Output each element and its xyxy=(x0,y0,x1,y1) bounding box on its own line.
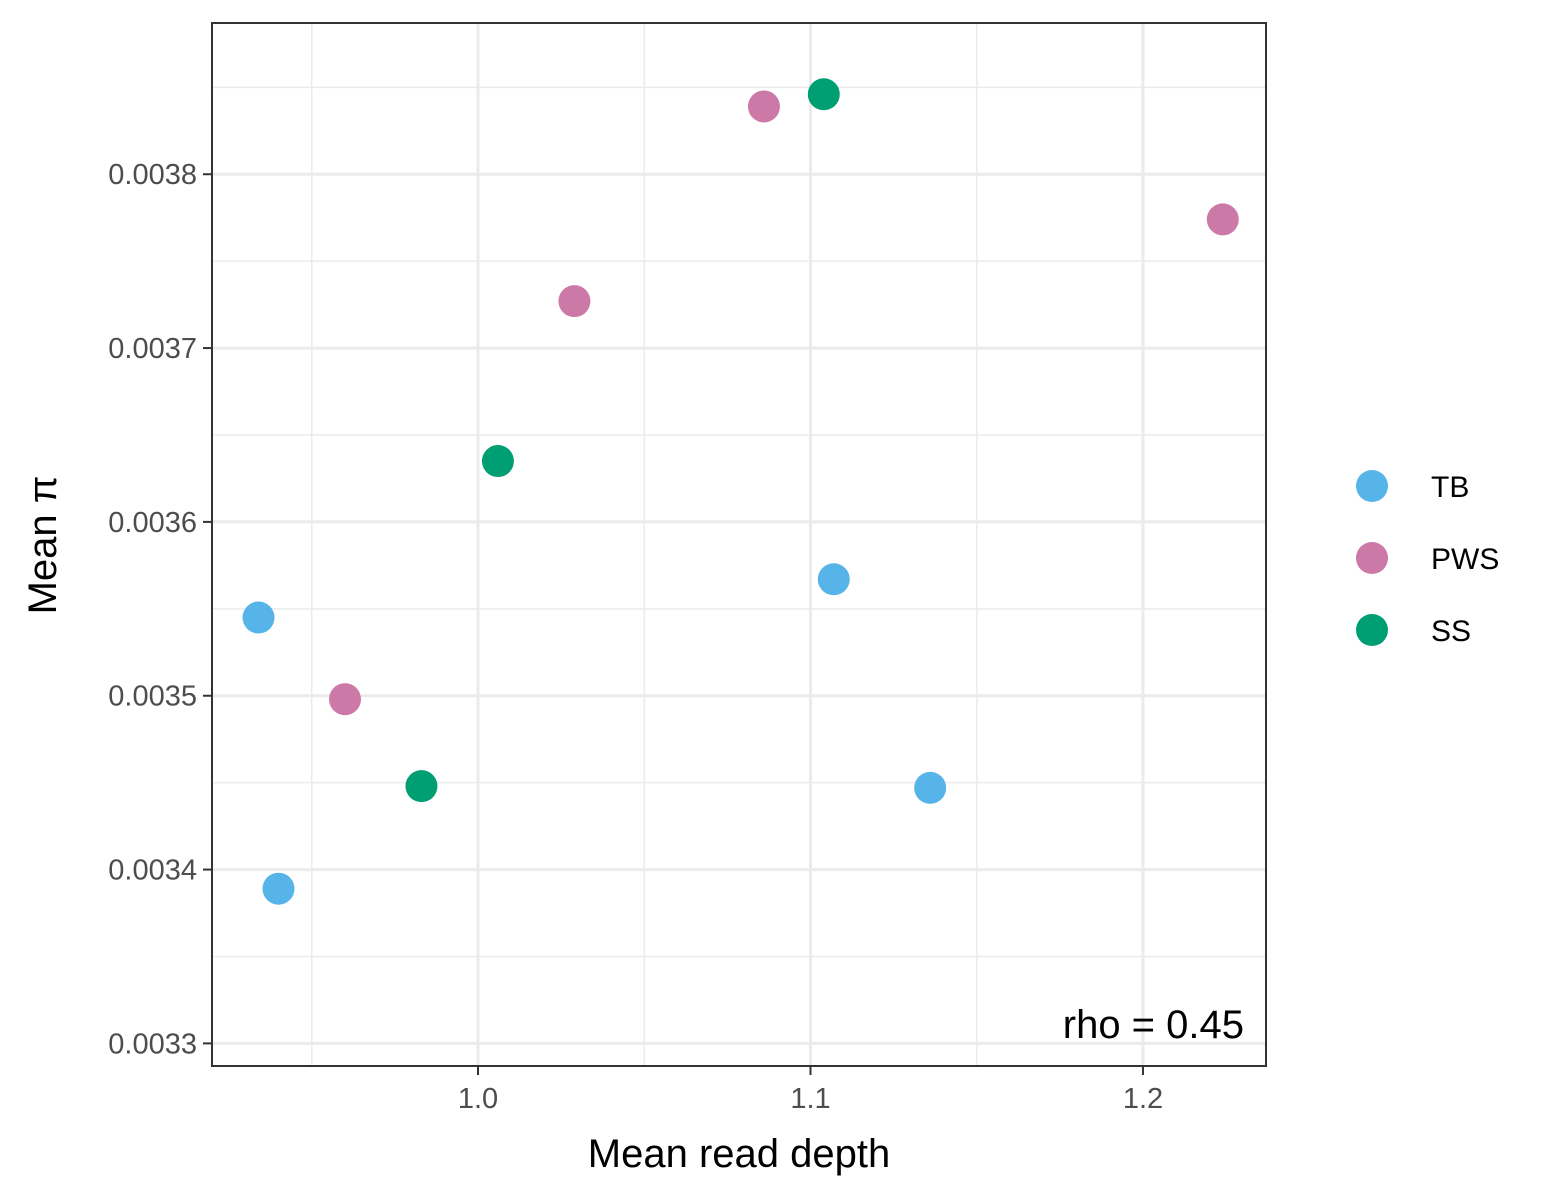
legend-label: TB xyxy=(1431,471,1469,504)
x-tick-label: 1.0 xyxy=(458,1083,498,1115)
point-tb xyxy=(817,563,850,596)
y-tick-label: 0.0036 xyxy=(108,507,197,539)
legend-item-ss: SS xyxy=(1356,614,1471,648)
point-tb xyxy=(262,872,295,905)
data-points xyxy=(242,78,1239,905)
panel-background xyxy=(212,23,1266,1066)
x-axis-title: Mean read depth xyxy=(588,1132,890,1176)
legend-item-tb: TB xyxy=(1356,470,1469,504)
point-ss xyxy=(481,445,514,478)
point-pws xyxy=(328,683,361,716)
x-tick-label: 1.2 xyxy=(1123,1083,1163,1115)
x-tick-label: 1.1 xyxy=(790,1083,830,1115)
major-gridlines xyxy=(212,23,1266,1066)
y-tick-label: 0.0033 xyxy=(108,1028,197,1060)
correlation-annotation: rho = 0.45 xyxy=(1063,1003,1244,1047)
y-axis-title: Mean π xyxy=(21,476,65,615)
point-ss xyxy=(405,770,438,803)
minor-gridlines xyxy=(212,23,1266,1066)
y-tick-label: 0.0038 xyxy=(108,159,197,191)
x-axis: 1.0 1.1 1.2 xyxy=(458,1066,1163,1115)
legend: TB PWS SS xyxy=(1356,470,1499,648)
y-tick-label: 0.0034 xyxy=(108,855,197,887)
point-pws xyxy=(1206,203,1239,236)
point-pws xyxy=(558,285,591,318)
y-tick-label: 0.0037 xyxy=(108,333,197,365)
y-axis: 0.0033 0.0034 0.0035 0.0036 0.0037 0.0038 xyxy=(108,159,212,1060)
legend-label: PWS xyxy=(1431,543,1499,576)
plot-panel: rho = 0.45 xyxy=(211,22,1267,1067)
point-tb xyxy=(914,771,947,804)
legend-item-pws: PWS xyxy=(1356,542,1499,576)
point-tb xyxy=(242,601,275,634)
legend-key xyxy=(1356,470,1388,502)
legend-key xyxy=(1356,542,1388,574)
legend-key xyxy=(1356,614,1388,646)
point-pws xyxy=(747,90,780,123)
panel-border xyxy=(211,22,1267,1067)
legend-label: SS xyxy=(1431,615,1471,648)
y-tick-label: 0.0035 xyxy=(108,681,197,713)
point-ss xyxy=(807,78,840,111)
